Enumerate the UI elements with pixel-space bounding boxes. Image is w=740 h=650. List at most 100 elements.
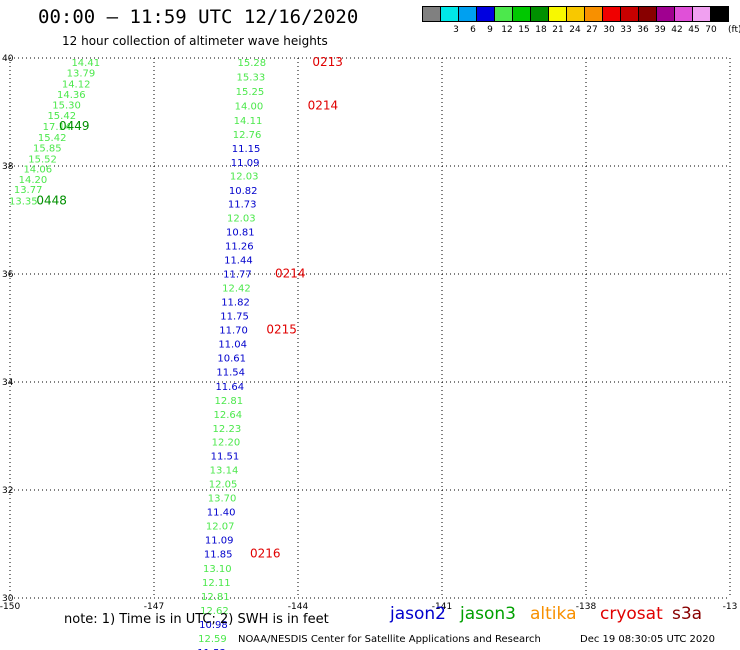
legend-unit: (ft) bbox=[728, 25, 740, 35]
legend-label: 3 bbox=[453, 25, 459, 35]
pass-time-label: 0214 bbox=[308, 99, 339, 113]
legend-label: 21 bbox=[552, 25, 564, 35]
wave-height-label: 11.82 bbox=[221, 298, 250, 309]
wave-height-label: 10.98 bbox=[199, 620, 228, 631]
legend-swatch bbox=[512, 6, 531, 22]
x-tick-label: -144 bbox=[288, 602, 309, 612]
wave-height-label: 14.41 bbox=[71, 58, 100, 69]
wave-height-label: 10.61 bbox=[217, 354, 246, 365]
x-tick-label: -141 bbox=[432, 602, 452, 612]
pass-time-label: 0216 bbox=[250, 547, 281, 561]
wave-height-label: 11.09 bbox=[231, 158, 260, 169]
wave-height-label: 15.42 bbox=[38, 133, 67, 144]
legend-label: 30 bbox=[603, 25, 615, 35]
legend-swatch bbox=[530, 6, 549, 22]
wave-height-label: 11.26 bbox=[225, 241, 254, 252]
x-tick-label: -138 bbox=[576, 602, 597, 612]
legend-label: 24 bbox=[569, 25, 581, 35]
wave-height-label: 15.42 bbox=[47, 111, 76, 122]
wave-height-label: 12.03 bbox=[230, 172, 259, 183]
pass-time-label: 0449 bbox=[59, 119, 90, 133]
wave-height-label: 11.64 bbox=[215, 382, 244, 393]
wave-height-label: 13.70 bbox=[208, 494, 237, 505]
wave-height-label: 11.09 bbox=[205, 536, 234, 547]
wave-height-label: 14.06 bbox=[23, 165, 52, 176]
wave-height-label: 17.14 bbox=[43, 122, 72, 133]
wave-height-label: 11.44 bbox=[224, 255, 253, 266]
satellite-s3a: s3a bbox=[672, 604, 703, 624]
legend-label: 39 bbox=[654, 25, 666, 35]
wave-height-label: 14.11 bbox=[234, 116, 263, 127]
page-title: 00:00 – 11:59 UTC 12/16/2020 bbox=[38, 6, 359, 28]
legend-label: 45 bbox=[688, 25, 700, 35]
wave-height-label: 11.51 bbox=[211, 451, 240, 462]
wave-height-label: 12.11 bbox=[202, 578, 231, 589]
wave-height-label: 13.10 bbox=[203, 564, 232, 575]
y-tick-label: 36 bbox=[2, 270, 14, 280]
wave-height-label: 11.53 bbox=[197, 648, 226, 650]
legend-swatch bbox=[674, 6, 693, 22]
wave-height-label: 15.28 bbox=[238, 58, 267, 69]
wave-height-label: 14.20 bbox=[19, 175, 48, 186]
pass-time-label: 0213 bbox=[312, 55, 343, 69]
wave-height-label: 11.40 bbox=[207, 508, 236, 519]
wave-height-label: 14.36 bbox=[57, 90, 86, 101]
y-tick-label: 38 bbox=[2, 162, 14, 172]
wave-height-label: 12.20 bbox=[212, 437, 241, 448]
wave-height-label: 11.85 bbox=[204, 550, 233, 561]
legend-swatch bbox=[548, 6, 567, 22]
wave-height-label: 14.00 bbox=[235, 102, 264, 113]
wave-height-label: 11.75 bbox=[220, 312, 249, 323]
satellite-altika: altika bbox=[530, 604, 577, 624]
wave-height-label: 13.14 bbox=[210, 465, 239, 476]
y-tick-label: 32 bbox=[2, 486, 13, 496]
wave-height-label: 15.25 bbox=[236, 87, 265, 98]
wave-height-label: 15.52 bbox=[28, 154, 57, 165]
satellite-cryosat: cryosat bbox=[600, 604, 663, 624]
legend-swatch bbox=[638, 6, 657, 22]
legend-swatch bbox=[458, 6, 477, 22]
x-tick-label: -147 bbox=[144, 602, 164, 612]
pass-time-label: 0214 bbox=[275, 266, 306, 280]
wave-height-label: 11.70 bbox=[219, 326, 248, 337]
pass-time-label: 0215 bbox=[266, 323, 297, 337]
credit-text: NOAA/NESDIS Center for Satellite Applica… bbox=[238, 634, 541, 645]
y-tick-label: 34 bbox=[2, 378, 14, 388]
wave-height-label: 15.85 bbox=[33, 144, 62, 155]
pass-time-label: 0448 bbox=[36, 194, 67, 208]
legend-label: 33 bbox=[620, 25, 632, 35]
y-tick-label: 30 bbox=[2, 594, 14, 604]
wave-height-label: 10.81 bbox=[226, 227, 255, 238]
wave-height-label: 12.81 bbox=[201, 592, 230, 603]
wave-height-label: 12.07 bbox=[206, 522, 235, 533]
legend-swatch bbox=[476, 6, 495, 22]
legend-swatch bbox=[656, 6, 675, 22]
legend-label: 9 bbox=[487, 25, 493, 35]
wave-height-label: 15.30 bbox=[52, 100, 81, 111]
wave-height-label: 14.12 bbox=[62, 79, 91, 90]
legend-label: 42 bbox=[671, 25, 683, 35]
legend-label: 15 bbox=[518, 25, 530, 35]
wave-height-label: 12.76 bbox=[233, 130, 262, 141]
wave-height-label: 11.15 bbox=[232, 144, 261, 155]
wave-height-label: 13.79 bbox=[67, 69, 96, 80]
legend-swatch bbox=[620, 6, 639, 22]
legend-swatch bbox=[710, 6, 729, 22]
wave-height-label: 15.33 bbox=[237, 72, 266, 83]
legend-swatch bbox=[692, 6, 711, 22]
legend-swatch bbox=[422, 6, 441, 22]
wave-height-label: 12.23 bbox=[213, 424, 242, 435]
satellite-jason2: jason2 bbox=[390, 604, 446, 624]
wave-height-label: 12.81 bbox=[214, 396, 243, 407]
legend-swatches bbox=[422, 6, 729, 22]
page-subtitle: 12 hour collection of altimeter wave hei… bbox=[62, 34, 328, 48]
wave-height-label: 11.04 bbox=[218, 340, 247, 351]
wave-height-label: 11.54 bbox=[216, 368, 245, 379]
legend-swatch bbox=[440, 6, 459, 22]
wave-height-label: 13.35 bbox=[9, 197, 38, 208]
legend-label: 36 bbox=[637, 25, 649, 35]
satellite-jason3: jason3 bbox=[460, 604, 516, 624]
